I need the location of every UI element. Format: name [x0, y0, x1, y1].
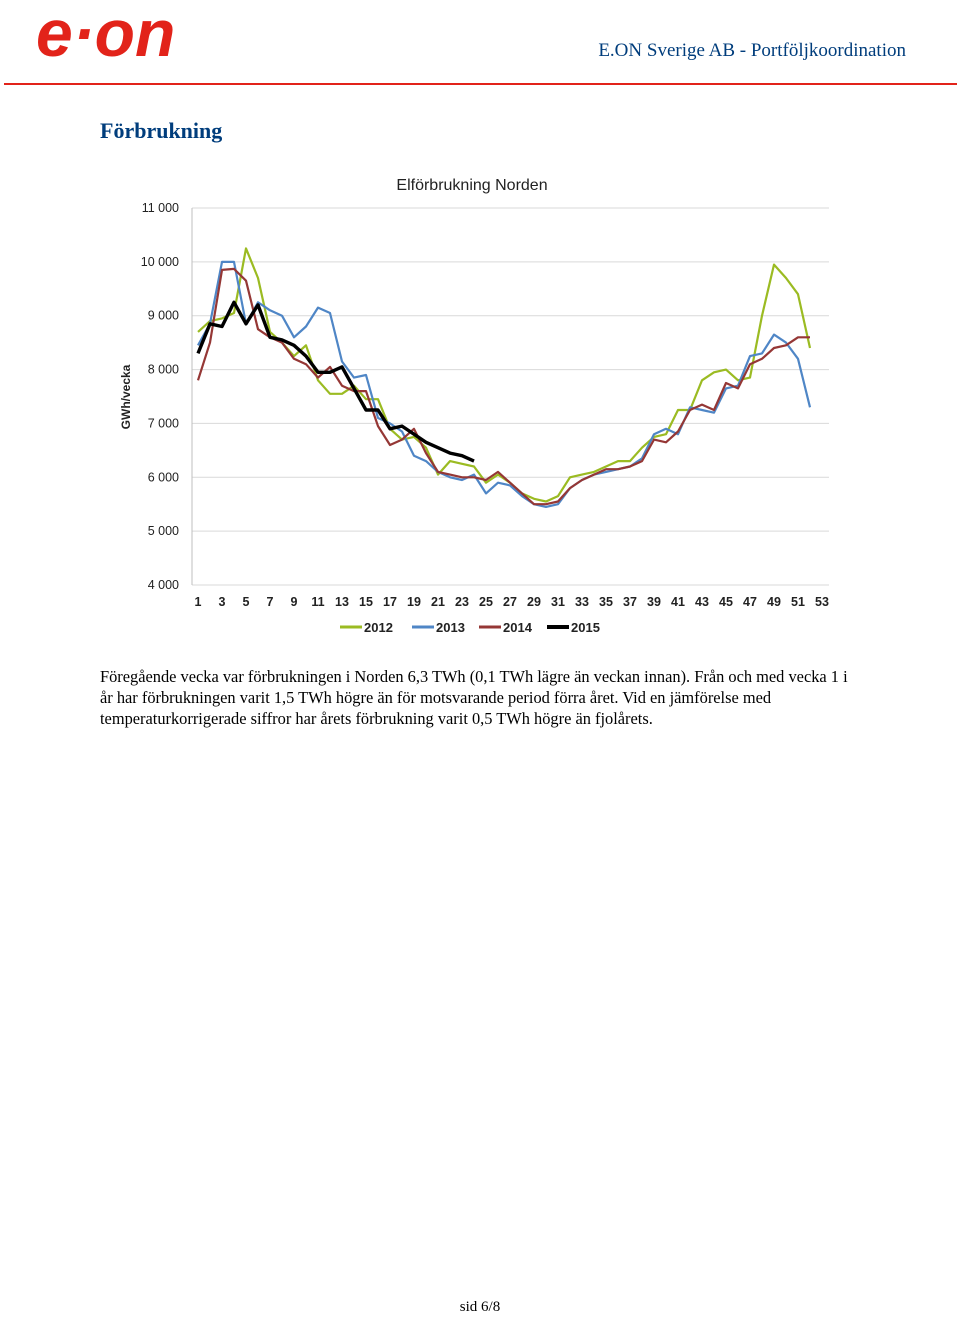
x-tick-label: 37 [623, 595, 637, 609]
y-tick-label: 6 000 [148, 470, 179, 484]
y-tick-label: 9 000 [148, 309, 179, 323]
x-tick-label: 43 [695, 595, 709, 609]
series-line-2013 [197, 260, 812, 508]
x-tick-label: 51 [791, 595, 805, 609]
x-tick-label: 49 [767, 595, 781, 609]
y-axis-label: GWh/vecka [119, 364, 133, 429]
legend-label-2015: 2015 [571, 620, 600, 635]
chart-series [196, 247, 812, 508]
y-tick-label: 8 000 [148, 363, 179, 377]
x-tick-label: 41 [671, 595, 685, 609]
y-tick-labels: 4 000 5 000 6 000 7 000 8 000 9 000 10 000 11 0… [141, 201, 179, 592]
x-tick-label: 33 [575, 595, 589, 609]
header-divider [4, 83, 957, 85]
x-tick-label: 19 [407, 595, 421, 609]
x-tick-label: 45 [719, 595, 733, 609]
consumption-chart: Elförbrukning Norden GWh/vecka 4 000 5 00… [119, 177, 829, 635]
chart-legend: 2012 2013 2014 2015 [340, 620, 600, 635]
x-tick-label: 11 [311, 595, 324, 609]
x-tick-label: 29 [527, 595, 541, 609]
x-tick-labels: 1 3 5 7 9 11 13 15 17 19 21 23 25 27 29 31 33 35 37 39 41 43 4… [195, 595, 829, 609]
x-tick-label: 1 [195, 595, 202, 609]
series-line-2015 [196, 300, 475, 463]
legend-label-2012: 2012 [364, 620, 393, 635]
y-tick-label: 7 000 [148, 416, 179, 430]
header-title: E.ON Sverige AB - Portföljkoordination [598, 40, 906, 61]
series-line-2012 [197, 247, 812, 503]
legend-label-2014: 2014 [503, 620, 533, 635]
consumption-summary: Föregående vecka var förbrukningen i Nor… [100, 667, 848, 728]
chart-title: Elförbrukning Norden [396, 177, 547, 194]
x-tick-label: 3 [219, 595, 226, 609]
x-tick-label: 53 [815, 595, 829, 609]
y-tick-label: 4 000 [148, 578, 179, 592]
y-tick-label: 5 000 [148, 524, 179, 538]
x-tick-label: 21 [431, 595, 445, 609]
x-tick-label: 25 [479, 595, 493, 609]
eon-logo: e·on [36, 2, 175, 66]
y-tick-label: 11 000 [142, 201, 179, 215]
eon-logo-text: e·on [36, 2, 175, 66]
x-tick-label: 13 [335, 595, 349, 609]
x-tick-label: 5 [243, 595, 250, 609]
page-number: sid 6/8 [459, 1299, 501, 1315]
series-line-2014 [196, 267, 810, 506]
x-tick-label: 31 [551, 595, 565, 609]
x-tick-label: 39 [647, 595, 661, 609]
x-tick-label: 23 [455, 595, 469, 609]
x-tick-label: 7 [267, 595, 274, 609]
x-tick-label: 27 [503, 595, 517, 609]
section-title: Förbrukning [100, 118, 223, 143]
y-tick-label: 10 000 [141, 255, 179, 269]
x-tick-label: 15 [359, 595, 373, 609]
legend-label-2013: 2013 [436, 620, 465, 635]
x-tick-label: 35 [599, 595, 613, 609]
chart-grid [191, 207, 829, 586]
x-tick-label: 47 [743, 595, 757, 609]
x-tick-label: 9 [291, 595, 298, 609]
x-tick-label: 17 [383, 595, 397, 609]
